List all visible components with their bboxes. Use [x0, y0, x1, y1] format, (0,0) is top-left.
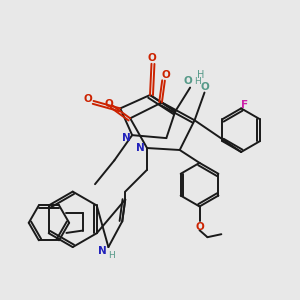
- Text: O: O: [84, 94, 93, 104]
- Text: F: F: [241, 100, 248, 110]
- Text: N: N: [136, 143, 145, 153]
- Text: N: N: [98, 246, 107, 256]
- Text: O: O: [147, 53, 156, 64]
- Text: H: H: [109, 251, 115, 260]
- Text: O: O: [183, 76, 192, 86]
- Text: N: N: [122, 133, 130, 143]
- Text: O: O: [200, 82, 209, 92]
- Text: H: H: [197, 70, 204, 80]
- Text: H: H: [194, 77, 200, 86]
- Text: O: O: [161, 70, 170, 80]
- Text: O: O: [195, 222, 204, 232]
- Text: O: O: [104, 99, 113, 109]
